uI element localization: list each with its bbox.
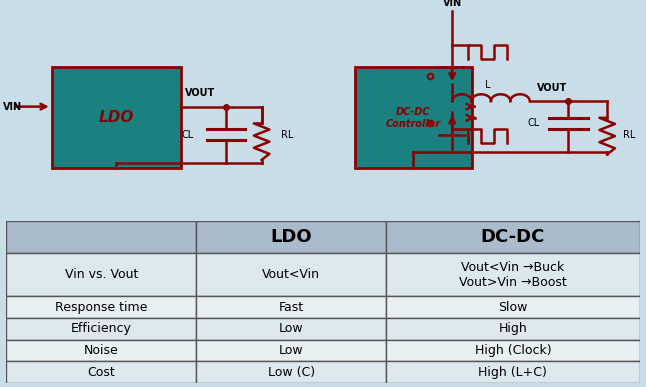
Text: Efficiency: Efficiency [71, 322, 132, 336]
Text: CL: CL [527, 118, 539, 128]
Text: RL: RL [623, 130, 636, 140]
Bar [196, 361, 386, 383]
Text: Vout<Vin: Vout<Vin [262, 268, 320, 281]
Bar [386, 296, 640, 318]
Bar [6, 340, 196, 361]
Bar [196, 221, 386, 253]
Bar [386, 340, 640, 361]
Text: Cost: Cost [88, 366, 115, 379]
Bar [52, 67, 181, 168]
Bar [386, 221, 640, 253]
Text: LDO: LDO [99, 110, 134, 125]
Text: Noise: Noise [84, 344, 119, 357]
Bar [6, 253, 196, 296]
Text: Response time: Response time [56, 301, 147, 314]
Text: VOUT: VOUT [185, 88, 215, 98]
Bar [196, 296, 386, 318]
Text: Vout<Vin →Buck
Vout>Vin →Boost: Vout<Vin →Buck Vout>Vin →Boost [459, 261, 567, 289]
Text: Low (C): Low (C) [268, 366, 315, 379]
Text: Fast: Fast [279, 301, 304, 314]
Bar [6, 221, 196, 253]
Bar [196, 318, 386, 340]
Text: High: High [499, 322, 527, 336]
Bar [196, 253, 386, 296]
Text: Low: Low [279, 344, 304, 357]
Text: RL: RL [281, 130, 293, 140]
Text: VIN: VIN [443, 0, 462, 9]
Bar [386, 318, 640, 340]
Bar [355, 67, 472, 168]
Text: High (L+C): High (L+C) [479, 366, 547, 379]
Bar [6, 296, 196, 318]
Text: High (Clock): High (Clock) [475, 344, 551, 357]
Text: VIN: VIN [3, 102, 23, 111]
Text: Slow: Slow [498, 301, 528, 314]
Text: LDO: LDO [271, 228, 312, 246]
Bar [6, 361, 196, 383]
Text: DC-DC: DC-DC [481, 228, 545, 246]
Bar [6, 318, 196, 340]
Text: DC-DC
Controller: DC-DC Controller [386, 107, 441, 128]
Text: VOUT: VOUT [537, 82, 567, 92]
Text: Vin vs. Vout: Vin vs. Vout [65, 268, 138, 281]
Text: Low: Low [279, 322, 304, 336]
Bar [386, 253, 640, 296]
Text: CL: CL [182, 130, 194, 140]
Text: L: L [485, 80, 490, 90]
Bar [196, 340, 386, 361]
Bar [386, 361, 640, 383]
